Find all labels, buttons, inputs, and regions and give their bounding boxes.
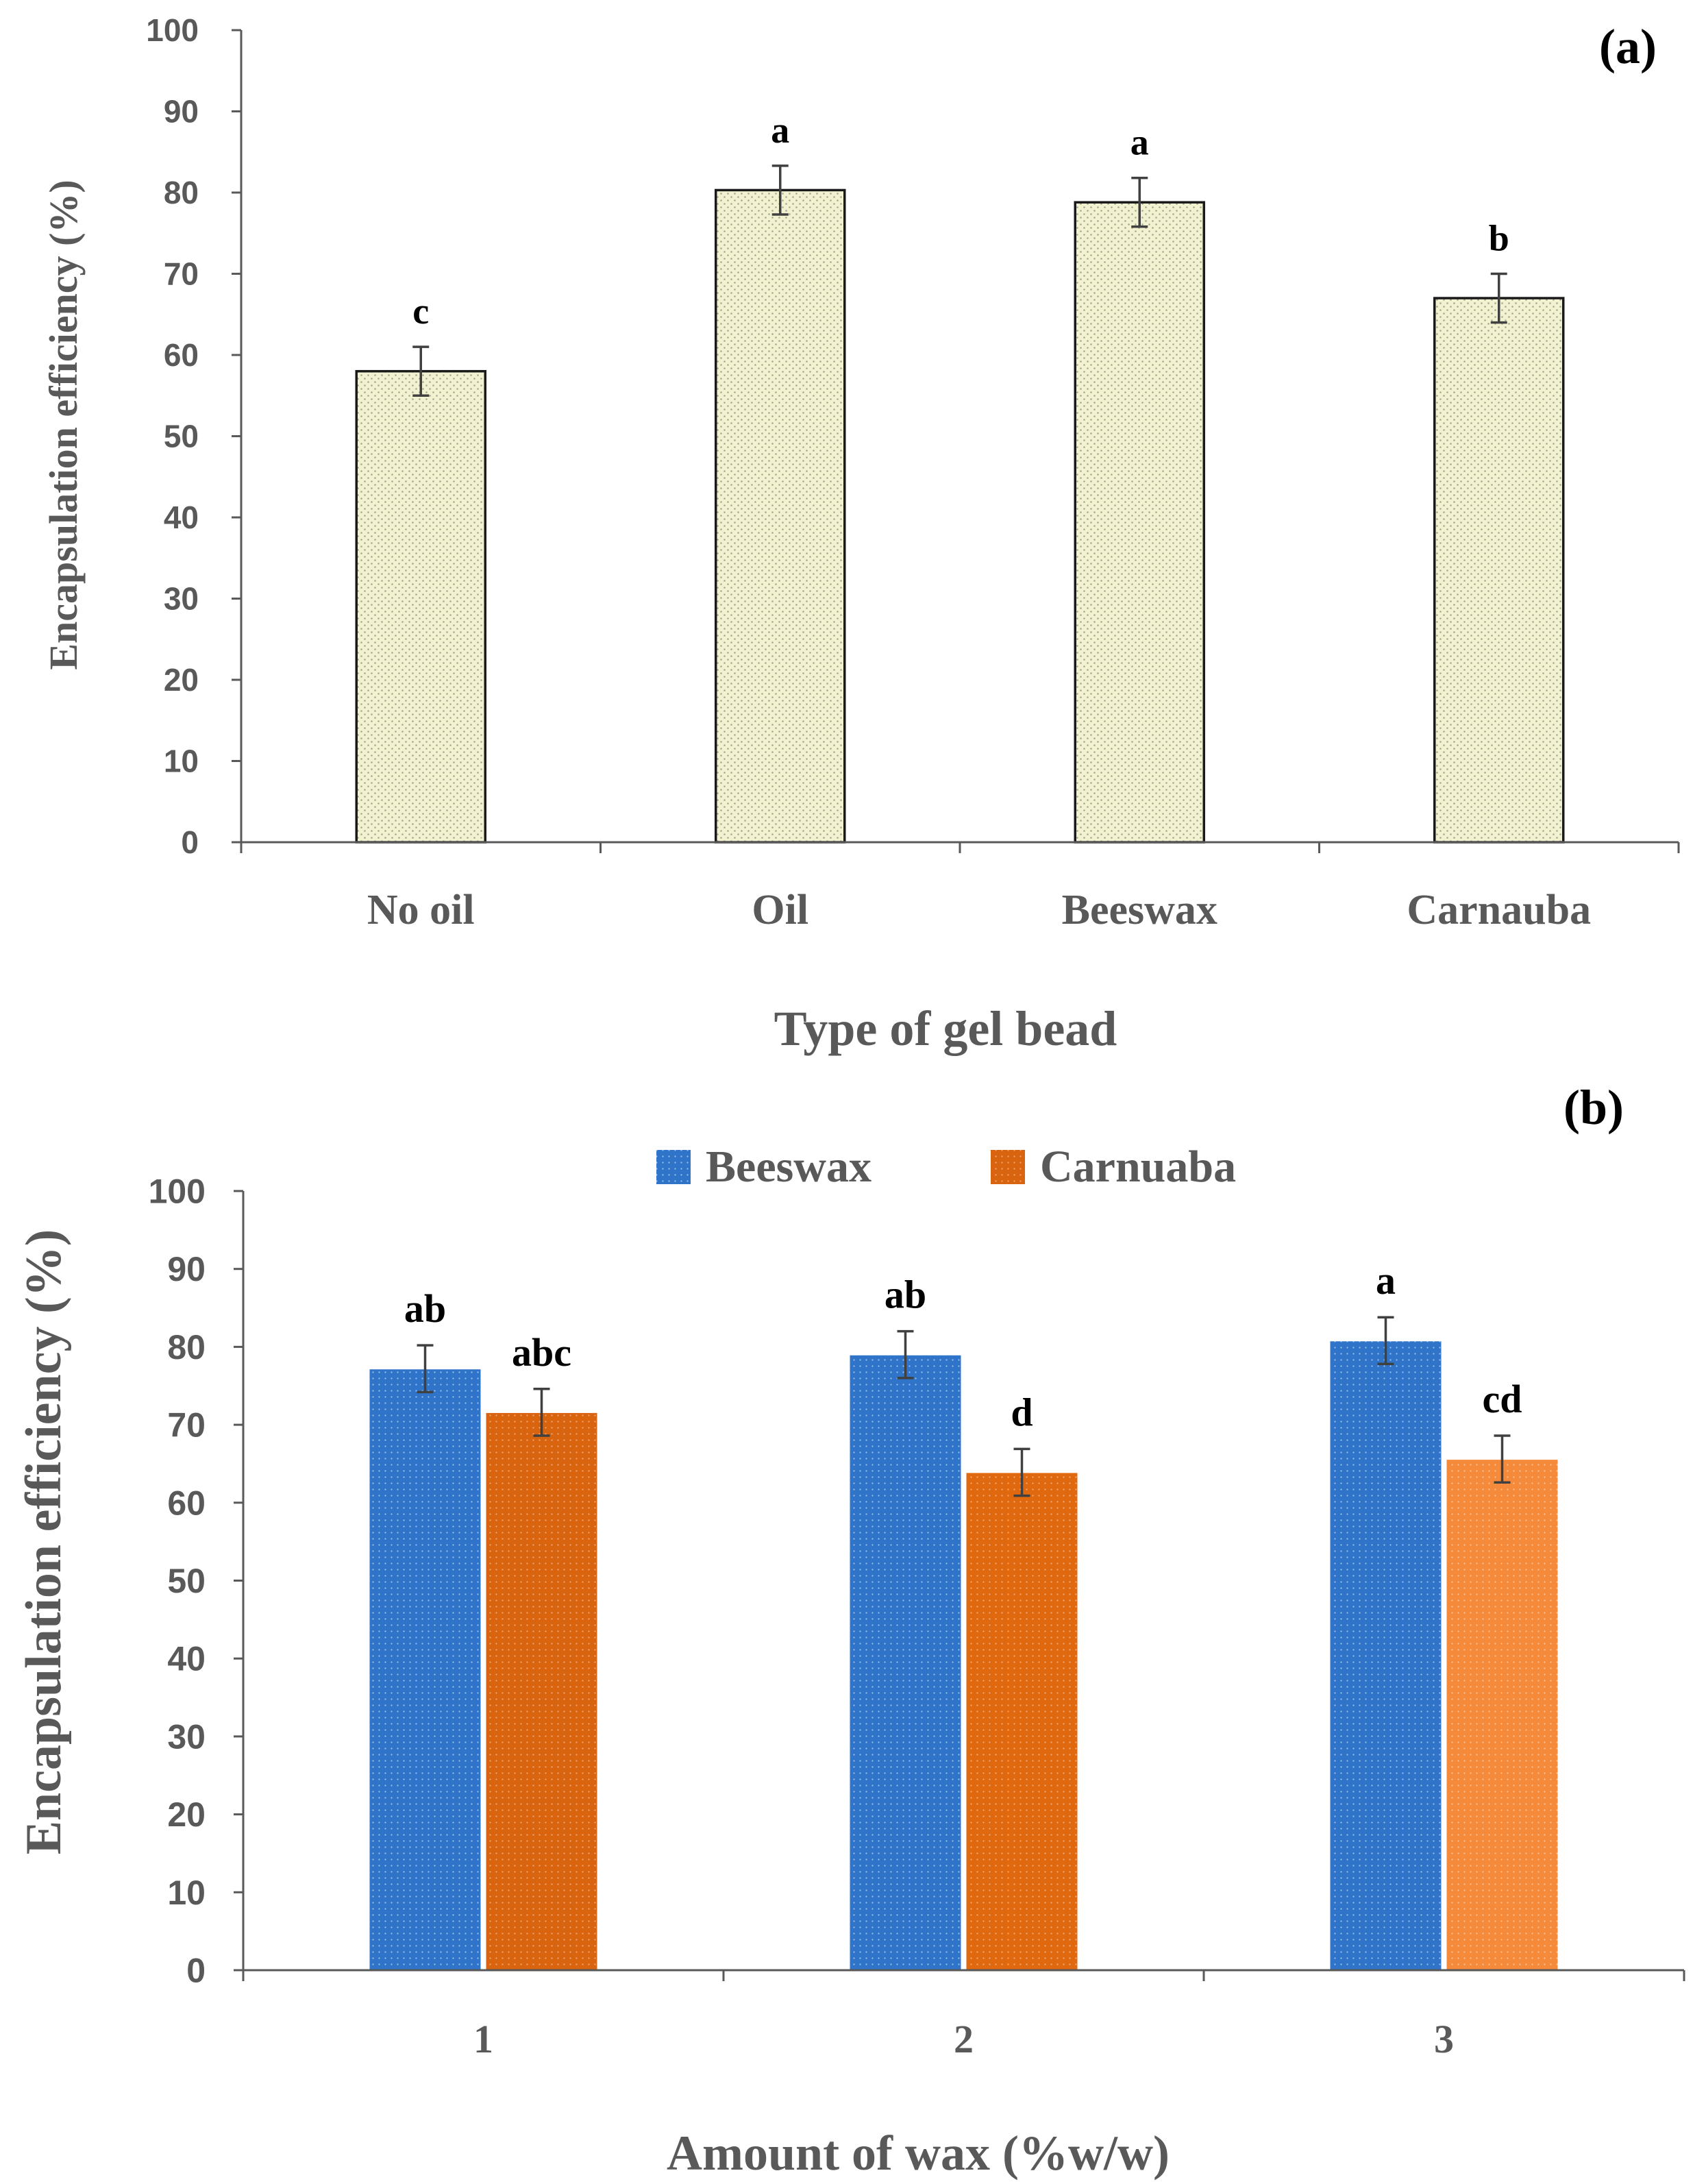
y-tick-label: 50 — [167, 1562, 206, 1600]
y-axis-label-a: Encapsulation efficiency (%) — [41, 180, 86, 670]
y-tick-label: 60 — [164, 337, 199, 373]
panel-label-a: (a) — [1599, 19, 1657, 74]
y-tick-label: 30 — [164, 581, 199, 617]
x-tick-label: 1 — [473, 2017, 493, 2061]
legend-label-carnuaba: Carnuaba — [1040, 1142, 1236, 1192]
x-tick-label: Beeswax — [1062, 887, 1217, 933]
bar-encapsulation-efficiency — [715, 188, 846, 844]
chart-panel-b: 0 10 20 30 40 50 60 70 80 90 100 ab ab a abc d cd 1 2 3 E… — [16, 1080, 1685, 2181]
y-tick-label: 40 — [164, 500, 199, 535]
significance-letter: a — [1376, 1258, 1396, 1303]
legend-swatch-beeswax — [656, 1150, 691, 1184]
x-tick-label: Oil — [752, 887, 808, 933]
bar-carnuaba — [484, 1411, 599, 1971]
legend-b: Beeswax Carnuaba — [656, 1142, 1236, 1192]
y-tick-label: 40 — [167, 1640, 206, 1678]
significance-letter: ab — [885, 1273, 926, 1317]
y-axis-ticks-a: 0 10 20 30 40 50 60 70 80 90 100 — [146, 12, 241, 860]
y-tick-label: 20 — [164, 662, 199, 698]
bar-encapsulation-efficiency — [1433, 297, 1565, 844]
y-tick-label: 20 — [167, 1795, 206, 1834]
y-tick-label: 30 — [167, 1717, 206, 1756]
chart-panel-a: 0 10 20 30 40 50 60 70 80 90 100 c a a b No oil Oil Bee… — [41, 12, 1680, 1056]
significance-letter: cd — [1483, 1377, 1522, 1421]
bars-b: ab ab a abc d cd — [368, 1258, 1559, 1972]
significance-letter: abc — [512, 1330, 571, 1375]
panel-label-b: (b) — [1563, 1080, 1624, 1135]
y-tick-label: 80 — [164, 175, 199, 210]
y-tick-label: 10 — [164, 744, 199, 779]
significance-letter: c — [412, 291, 429, 332]
axes-b — [242, 1191, 1684, 1972]
x-tick-label: 3 — [1434, 2017, 1454, 2061]
significance-letter: a — [1130, 122, 1149, 163]
y-tick-label: 90 — [167, 1250, 206, 1288]
bar-encapsulation-efficiency — [355, 369, 486, 844]
legend-swatch-carnuaba — [991, 1150, 1025, 1184]
y-tick-label: 50 — [164, 419, 199, 454]
significance-letter: b — [1489, 218, 1509, 259]
y-axis-ticks-b: 0 10 20 30 40 50 60 70 80 90 100 — [149, 1173, 243, 1990]
x-axis-label-a: Type of gel bead — [774, 1001, 1117, 1056]
legend-label-beeswax: Beeswax — [706, 1142, 871, 1192]
x-axis-label-b: Amount of wax (%w/w) — [667, 2126, 1170, 2181]
bar-beeswax — [1328, 1340, 1443, 1971]
y-tick-label: 80 — [167, 1328, 206, 1366]
y-tick-label: 70 — [167, 1406, 206, 1445]
x-tick-label: 2 — [954, 2017, 974, 2061]
y-tick-label: 10 — [167, 1874, 206, 1912]
y-tick-label: 100 — [149, 1173, 206, 1211]
x-axis-ticks-b: 1 2 3 — [242, 1970, 1685, 2061]
x-tick-label: Carnauba — [1407, 887, 1591, 933]
bars-a: c a a b — [355, 110, 1565, 844]
x-tick-label: No oil — [367, 887, 475, 933]
y-tick-label: 90 — [164, 94, 199, 130]
significance-letter: d — [1011, 1390, 1033, 1434]
y-axis-label-b: Encapsulation efficiency (%) — [16, 1229, 72, 1855]
bar-encapsulation-efficiency — [1074, 201, 1205, 844]
y-tick-label: 70 — [164, 256, 199, 292]
bar-beeswax — [848, 1353, 963, 1971]
y-tick-label: 100 — [146, 12, 199, 48]
bar-carnuaba — [965, 1471, 1079, 1972]
significance-letter: a — [771, 110, 789, 151]
y-tick-label: 60 — [167, 1484, 206, 1522]
y-tick-label: 0 — [181, 824, 199, 860]
y-tick-label: 0 — [186, 1952, 206, 1990]
x-axis-ticks-a: No oil Oil Beeswax Carnauba — [240, 842, 1680, 933]
significance-letter: ab — [404, 1286, 446, 1331]
bar-carnuaba — [1445, 1458, 1559, 1971]
bar-beeswax — [368, 1368, 482, 1971]
